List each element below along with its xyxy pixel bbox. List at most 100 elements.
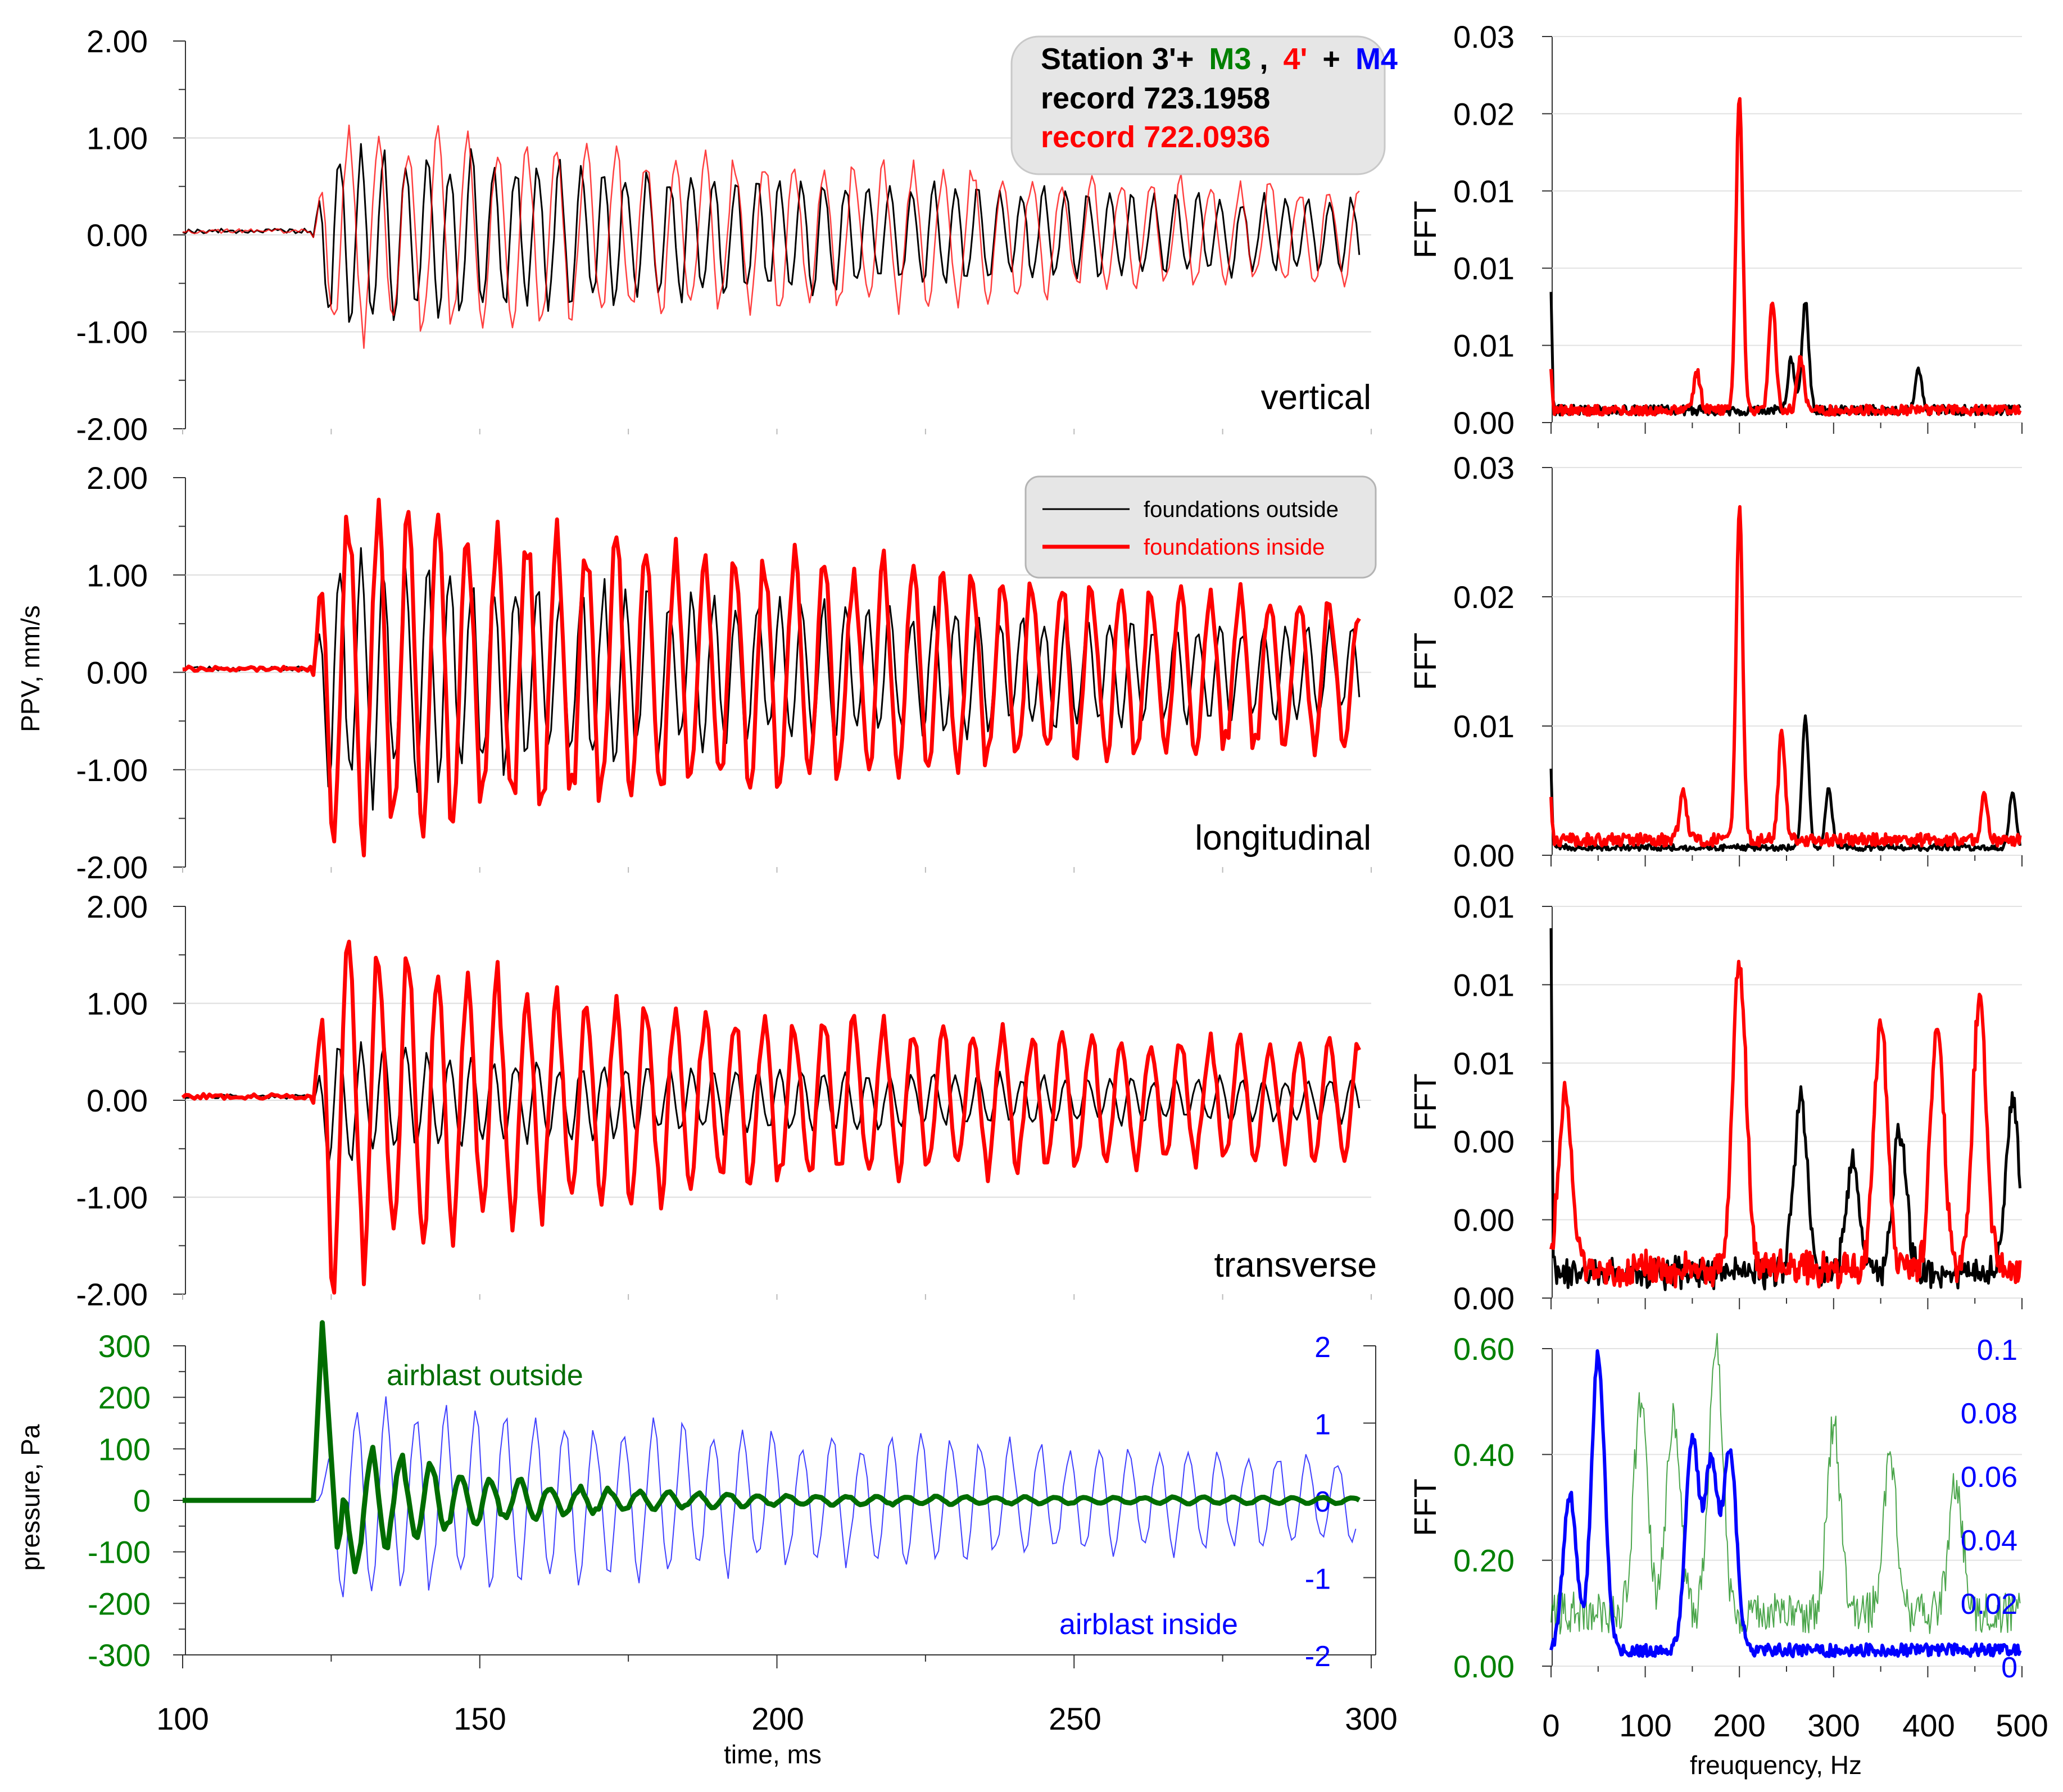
m3-label: M3 — [1209, 42, 1251, 76]
fft-axis-label: FFT — [1407, 633, 1443, 691]
fft-trace-foundations-inside — [1549, 960, 2022, 1290]
trace-airblast-outside — [183, 1320, 1361, 1575]
time-tick-250: 250 — [1049, 1701, 1101, 1736]
y-tick-label: 1.00 — [87, 121, 148, 156]
fft-y2-tick-label: 0 — [2001, 1652, 2017, 1684]
vertical-title: vertical — [1261, 378, 1371, 417]
fft-y-tick-label: 0.01 — [1453, 251, 1515, 286]
fft-y-tick-label: 0.20 — [1453, 1543, 1515, 1578]
ppv-axis-label: PPV, mm/s — [16, 605, 45, 732]
fft-y-tick-label: 0.01 — [1453, 328, 1515, 364]
transverse-title: transverse — [1214, 1246, 1377, 1285]
fft-y-tick-label: 0.01 — [1453, 1046, 1515, 1081]
trace-foundations-inside — [181, 940, 1361, 1295]
fft-y2-tick-label: 0.06 — [1961, 1461, 2017, 1494]
fft-trace-airblast-inside — [1549, 1349, 2022, 1658]
y-tick-label: 0.00 — [87, 217, 148, 253]
airblast-inside-label: airblast inside — [1059, 1608, 1238, 1641]
fft-y-tick-label: 0.03 — [1453, 450, 1515, 486]
four-prime-label: 4' — [1283, 42, 1307, 76]
time-tick-300: 300 — [1345, 1701, 1397, 1736]
record-outside-label: record 723.1958 — [1041, 81, 1270, 115]
y-tick-label: 0.00 — [87, 655, 148, 691]
y-tick-label: 0.00 — [87, 1083, 148, 1118]
y-tick-label: -1.00 — [76, 752, 148, 788]
airblast-outside-label: airblast outside — [387, 1359, 583, 1392]
y-tick-label: 2.00 — [87, 460, 148, 496]
time-tick-100: 100 — [156, 1701, 208, 1736]
pressure-tick-label: 0 — [133, 1483, 151, 1518]
fft-y-tick-label: 0.02 — [1453, 96, 1515, 131]
header-line-1: Station 3'+ M3 , 4' + M4 — [1041, 42, 1398, 76]
inside-pressure-tick-label: -2 — [1305, 1640, 1331, 1673]
trace-foundations-inside — [182, 124, 1360, 349]
fft-y-tick-label: 0.01 — [1453, 967, 1515, 1002]
fft-y-tick-label: 0.00 — [1453, 405, 1515, 441]
fft-y-tick-label: 0.00 — [1453, 1281, 1515, 1316]
header-separator: , — [1259, 42, 1268, 76]
legend-label-outside: foundations outside — [1144, 497, 1339, 522]
pressure-tick-label: -100 — [88, 1535, 151, 1570]
y-tick-label: -2.00 — [76, 850, 148, 885]
fft-y-tick-label: 0.00 — [1453, 1649, 1515, 1684]
panel-fft-vertical: 0.03 0.02 0.01 0.01 0.01 0.00 FFT — [1407, 19, 2023, 441]
pressure-tick-label: 200 — [98, 1380, 151, 1416]
fft-y-tick-label: 0.01 — [1453, 709, 1515, 744]
pressure-axis-label: pressure, Pa — [16, 1424, 45, 1571]
time-axis-label: time, ms — [724, 1740, 822, 1769]
legend-background — [1024, 475, 1377, 579]
fft-axis-label: FFT — [1407, 1478, 1443, 1536]
fft-y-tick-label: 0.00 — [1453, 1203, 1515, 1238]
record-inside-label: record 722.0936 — [1041, 120, 1270, 154]
fft-trace-foundations-inside — [1549, 505, 2022, 848]
fft-y-tick-label: 0.01 — [1453, 174, 1515, 209]
frequency-axis-ticks: 0 100 200 300 400 500 — [1542, 1708, 2048, 1743]
inside-pressure-tick-label: -1 — [1305, 1563, 1331, 1596]
fft-y2-tick-label: 0.04 — [1961, 1525, 2017, 1557]
pressure-tick-label: 100 — [98, 1431, 151, 1467]
header-box: Station 3'+ M3 , 4' + M4 record 723.1958… — [1010, 35, 1398, 175]
inside-pressure-tick-label: 2 — [1314, 1331, 1331, 1364]
freq-tick-100: 100 — [1619, 1708, 1671, 1743]
freq-tick-200: 200 — [1713, 1708, 1765, 1743]
panel-fft-longitudinal: 0.03 0.02 0.01 0.00 FFT — [1407, 450, 2023, 873]
fft-trace-foundations-outside — [1549, 714, 2022, 852]
fft-axis-label: FFT — [1407, 201, 1443, 258]
pressure-tick-label: -200 — [88, 1586, 151, 1621]
freq-tick-400: 400 — [1902, 1708, 1955, 1743]
fft-y-tick-label: 0.00 — [1453, 838, 1515, 873]
trace-foundations-outside — [182, 143, 1361, 323]
inside-pressure-tick-label: 1 — [1314, 1409, 1331, 1441]
frequency-axis-label: freuquency, Hz — [1690, 1750, 1862, 1780]
fft-axis-label: FFT — [1407, 1073, 1443, 1131]
y-tick-label: 1.00 — [87, 986, 148, 1022]
time-axis-ticks: 100 150 200 250 300 — [156, 1701, 1397, 1736]
fft-trace-airblast-outside — [1550, 1333, 2021, 1635]
panel-vertical: 2.00 1.00 0.00 -1.00 -2.00 — [76, 24, 1372, 447]
panel-fft-airblast: 0.60 0.40 0.20 0.00 FFT 0.1 0.08 0.06 0.04 0.02 0 — [1407, 1331, 2023, 1684]
fft-y2-tick-label: 0.1 — [1977, 1334, 2017, 1367]
y-tick-label: -1.00 — [76, 1180, 148, 1215]
panel-transverse: 2.00 1.00 0.00 -1.00 -2.00 — [76, 889, 1372, 1312]
fft-trace-foundations-inside — [1549, 97, 2022, 417]
y-tick-label: 2.00 — [87, 889, 148, 924]
station-label: Station 3'+ — [1041, 42, 1194, 76]
y-tick-label: -2.00 — [76, 1277, 148, 1312]
y-tick-label: -1.00 — [76, 315, 148, 350]
fft-y-tick-label: 0.60 — [1453, 1331, 1515, 1367]
legend-label-inside: foundations inside — [1144, 535, 1325, 560]
trace-foundations-inside — [182, 497, 1361, 858]
fft-y-tick-label: 0.03 — [1453, 19, 1515, 55]
y-tick-label: 1.00 — [87, 557, 148, 593]
fft-y-tick-label: 0.02 — [1453, 579, 1515, 615]
freq-tick-300: 300 — [1807, 1708, 1860, 1743]
fft-y-tick-label: 0.40 — [1453, 1437, 1515, 1472]
panel-longitudinal: 2.00 1.00 0.00 -1.00 -2.00 — [76, 460, 1372, 885]
longitudinal-title: longitudinal — [1195, 819, 1371, 858]
y-tick-label: -2.00 — [76, 411, 148, 447]
pressure-tick-label: -300 — [88, 1637, 151, 1673]
fft-y2-tick-label: 0.08 — [1961, 1398, 2017, 1430]
